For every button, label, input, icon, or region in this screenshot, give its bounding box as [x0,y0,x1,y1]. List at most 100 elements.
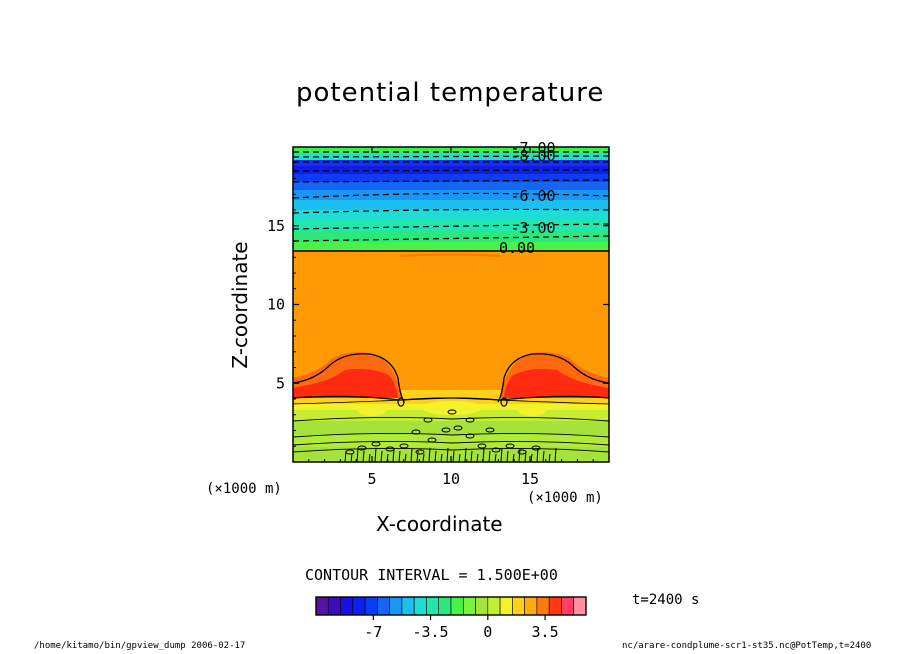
colorbar-tick-label: 3.5 [532,623,559,641]
contour-tick [470,450,473,462]
colorbar-cell [327,596,341,616]
contour-interval-text: CONTOUR INTERVAL = 1.500E+00 [305,566,558,584]
colorbar-cell [475,596,489,616]
contour-line [293,440,609,446]
contour-eddy [465,417,475,423]
field-band [293,242,609,250]
contour-label: -3.00 [510,219,555,237]
contour-line [293,397,609,405]
field-band [293,390,609,398]
field-band [293,166,609,174]
contour-line [293,416,609,422]
colorbar-tick-label: -3.5 [412,623,448,641]
colorbar-cell [536,596,550,616]
contour-tick [524,450,527,462]
contour-label: -7.00 [510,139,555,157]
contour-tick [374,447,377,462]
chart-title: potential temperature [296,78,605,108]
colorbar-cell [389,596,403,616]
contour-tick [410,447,413,462]
contour-eddy [500,397,508,407]
field-band [293,200,609,210]
contour-line [293,447,609,453]
colorbar-cell [450,596,464,616]
time-label: t=2400 s [632,592,700,608]
field-band [293,435,609,447]
field-band [293,410,609,421]
contour-tick [488,450,491,462]
colorbar-cell [413,596,427,616]
field-band [293,220,609,231]
contour-tick [428,447,431,462]
contour-tick [404,453,407,462]
colorbar-cell [426,596,440,616]
contour-tick [518,447,521,462]
contour-eddy [441,427,451,433]
contour-eddy [399,443,409,449]
field-band [293,421,609,435]
contour-line [293,353,405,403]
contour-tick [398,450,401,462]
contour-tick [452,450,455,462]
x-unit-label-left: (×1000 m) [206,481,282,497]
colorbar-cell [352,596,366,616]
y-tick-label: 15 [267,217,285,235]
contour-tick [386,453,389,462]
colorbar-cell [462,596,476,616]
contour-tick [458,453,461,462]
contour-eddy [453,425,463,431]
contour-tick [356,447,359,462]
contour-tick [476,453,479,462]
colorbar-cell [438,596,452,616]
contour-tick [494,453,497,462]
contour-tick [440,453,443,462]
contour-eddy [491,447,501,453]
contour-line [293,432,609,438]
contour-eddy [371,441,381,447]
contour-tick [416,450,419,462]
x-axis: 5 10 15 [308,147,594,488]
contour-eddy [423,417,433,423]
x-tick-label: 10 [442,470,460,488]
y-axis: 5 10 15 [267,162,609,447]
contour-labels: -7.00-8.00 -6.00 -3.00 0.00 [499,139,556,257]
thermal-core-right [504,368,609,398]
x-tick-label: 15 [521,470,539,488]
contour-tick [362,450,365,462]
contour-tick [380,450,383,462]
field-band [293,231,609,242]
contour-tick [482,447,485,462]
contour-tick [530,453,533,462]
contour-eddy [427,437,437,443]
colorbar-cell [548,596,562,616]
x-axis-label: X-coordinate [376,512,503,536]
colorbar-cell [512,596,525,616]
field-band [293,174,609,182]
contour-tick [536,447,539,462]
contour-eddy [465,433,475,439]
colorbar-cell [340,596,354,616]
contour-tick [368,453,371,462]
colorbar-cell [364,596,378,616]
footer-right: nc/arare-condplume-scr1-st35.nc@PotTemp,… [622,641,872,651]
colorbar-cell [561,596,575,616]
contour-line-dashed [293,235,609,242]
contour-line [399,253,501,257]
field-band [293,210,609,220]
contour-line-dashed [293,208,609,214]
contour-eddy [531,445,541,451]
colorbar-tick-label: -7 [364,623,382,641]
x-unit-label-right: (×1000 m) [527,490,603,506]
contour-tick [512,453,515,462]
contour-tick [542,450,545,462]
contour-eddy [415,449,425,455]
contour-tick [464,447,467,462]
colorbar-cell [401,596,415,616]
plot-area [293,147,609,462]
footer-left: /home/kitamo/bin/gpview_dump 2006-02-17 [34,641,246,651]
field-band [293,182,609,190]
colorbar-cell [377,596,390,616]
contour-tick [422,453,425,462]
thermal-core-left [293,368,398,398]
